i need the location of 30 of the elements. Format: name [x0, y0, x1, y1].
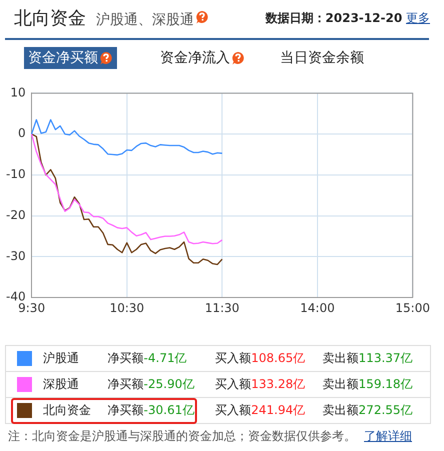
legend-label: 沪股通	[43, 350, 80, 367]
legend-label: 深股通	[43, 376, 80, 393]
text: 买入额133.28亿	[215, 377, 306, 391]
legend-label: 北向资金	[43, 402, 92, 419]
chart-subtitle: 沪股通、深股通	[96, 11, 194, 29]
text: 资金净流入	[160, 49, 231, 68]
x-tick-label: 11:30	[204, 300, 240, 315]
text: 买入额241.94亿	[215, 403, 306, 417]
y-tick-label: 10	[10, 85, 26, 100]
y-tick-label: -20	[6, 208, 26, 222]
text: 买入额108.65亿	[215, 351, 306, 365]
text: 更多	[406, 11, 430, 25]
text: 资金净买额	[24, 47, 117, 69]
x-tick-label: 15:00	[395, 300, 430, 315]
text: 卖出额159.18亿	[322, 377, 413, 391]
text: 数据日期：2023-12-20	[265, 11, 402, 25]
x-tick-label: 14:00	[300, 300, 335, 315]
text: 卖出额272.55亿	[322, 403, 413, 417]
text: 净买额-4.71亿	[108, 351, 187, 365]
y-tick-label: -30	[6, 248, 26, 263]
text: 净买额-30.61亿	[108, 403, 194, 417]
x-tick-label: 10:30	[110, 300, 144, 315]
text: 了解详细	[364, 429, 412, 443]
text: 注：北向资金是沪股通与深股通的资金加总；资金数据仅供参考。	[8, 429, 356, 443]
text: 当日资金余额	[280, 49, 364, 68]
y-tick-label: 0	[18, 126, 26, 140]
chart-title: 北向资金	[14, 7, 86, 30]
text: 净买额-25.90亿	[108, 377, 194, 391]
y-tick-label: -10	[6, 167, 26, 182]
text: 卖出额113.37亿	[322, 351, 413, 365]
